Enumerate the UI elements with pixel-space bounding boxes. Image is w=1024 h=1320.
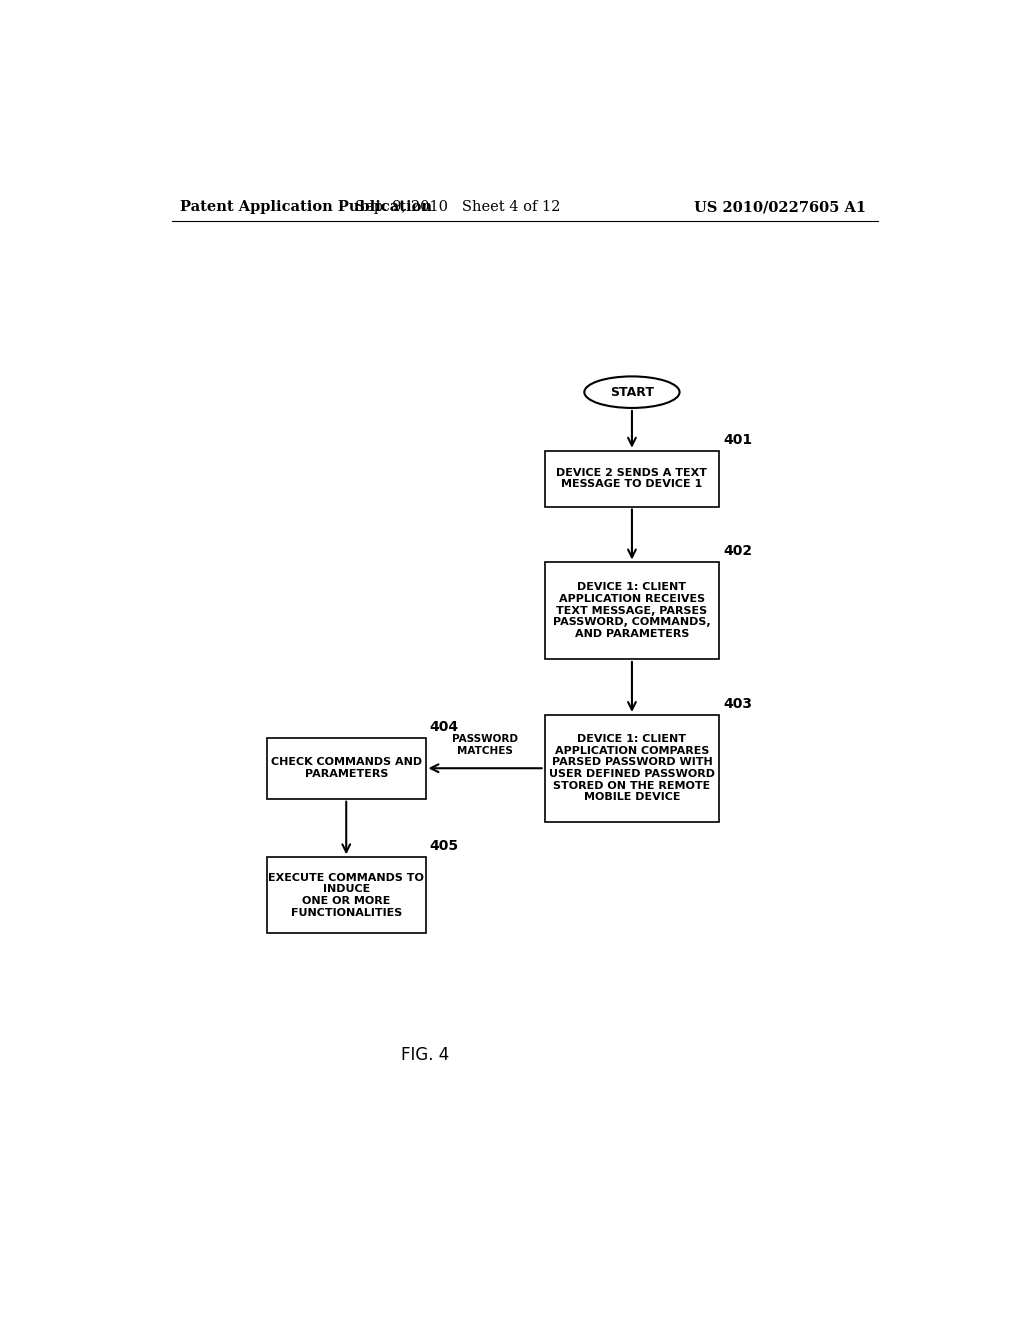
Text: EXECUTE COMMANDS TO
INDUCE
ONE OR MORE
FUNCTIONALITIES: EXECUTE COMMANDS TO INDUCE ONE OR MORE F… — [268, 873, 424, 917]
Text: CHECK COMMANDS AND
PARAMETERS: CHECK COMMANDS AND PARAMETERS — [270, 758, 422, 779]
Text: 404: 404 — [430, 719, 459, 734]
Text: 401: 401 — [723, 433, 753, 446]
Text: DEVICE 1: CLIENT
APPLICATION COMPARES
PARSED PASSWORD WITH
USER DEFINED PASSWORD: DEVICE 1: CLIENT APPLICATION COMPARES PA… — [549, 734, 715, 803]
Text: US 2010/0227605 A1: US 2010/0227605 A1 — [694, 201, 866, 214]
Text: START: START — [610, 385, 654, 399]
Text: PASSWORD
MATCHES: PASSWORD MATCHES — [453, 734, 518, 756]
Text: Sep. 9, 2010   Sheet 4 of 12: Sep. 9, 2010 Sheet 4 of 12 — [354, 201, 560, 214]
Text: DEVICE 2 SENDS A TEXT
MESSAGE TO DEVICE 1: DEVICE 2 SENDS A TEXT MESSAGE TO DEVICE … — [556, 467, 708, 490]
Text: Patent Application Publication: Patent Application Publication — [179, 201, 431, 214]
Text: FIG. 4: FIG. 4 — [401, 1045, 450, 1064]
Text: 403: 403 — [723, 697, 753, 710]
Text: 405: 405 — [430, 840, 459, 853]
Text: DEVICE 1: CLIENT
APPLICATION RECEIVES
TEXT MESSAGE, PARSES
PASSWORD, COMMANDS,
A: DEVICE 1: CLIENT APPLICATION RECEIVES TE… — [553, 582, 711, 639]
Text: 402: 402 — [723, 544, 753, 558]
